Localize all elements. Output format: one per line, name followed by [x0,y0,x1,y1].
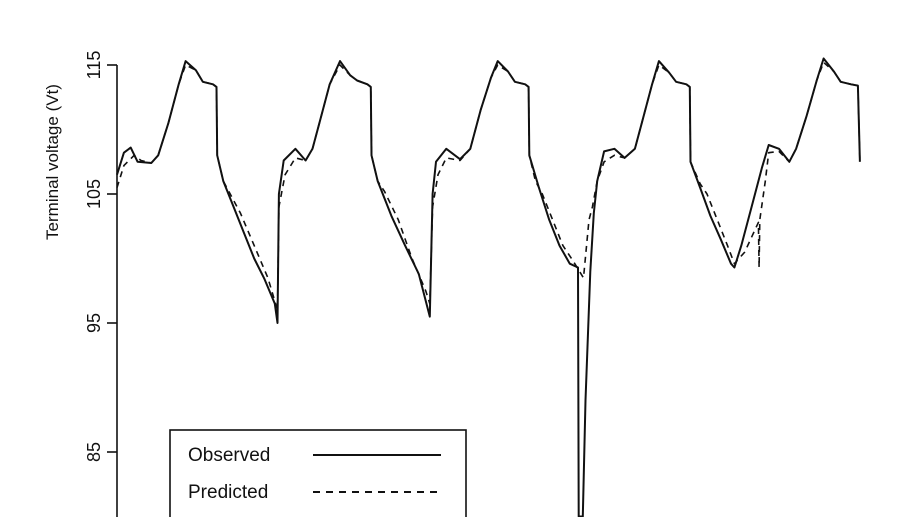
plot-area [116,57,861,517]
y-tick-label: 85 [84,442,104,462]
y-tick-label: 115 [84,51,104,80]
y-axis-label: Terminal voltage (Vt) [43,84,62,240]
y-axis: 85 95 105 115 [84,51,118,517]
legend-label-observed: Observed [188,445,270,466]
series-line-predicted [116,61,861,311]
legend-box [169,429,467,517]
legend: Observed Predicted [169,429,467,517]
y-tick-label: 105 [84,179,104,209]
series-line-observed [116,57,861,517]
y-tick-label: 95 [84,313,104,333]
legend-label-predicted: Predicted [188,482,268,503]
